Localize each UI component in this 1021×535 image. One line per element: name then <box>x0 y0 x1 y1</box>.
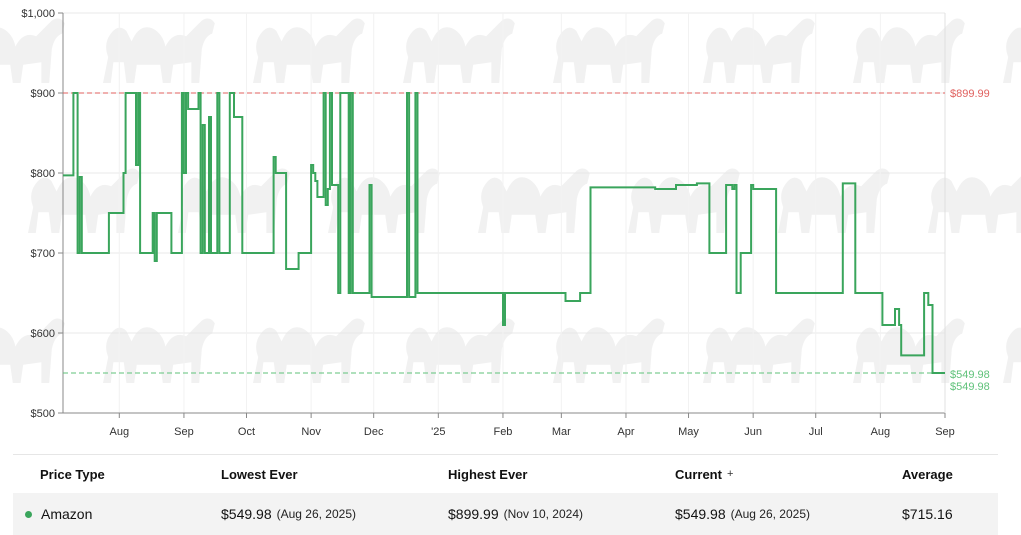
header-current-plus[interactable]: + <box>726 468 734 480</box>
lowest-price-label: $549.98 <box>950 369 990 381</box>
camel-watermark-icon <box>403 18 515 84</box>
header-current[interactable]: Current + <box>675 455 733 493</box>
row-current: $549.98 (Aug 26, 2025) <box>675 493 810 535</box>
lowest-price: $549.98 <box>221 506 272 522</box>
x-axis-ticks: Aug Sep Oct Nov Dec '25 Feb Mar Apr May Jun Jul Aug S… <box>110 413 955 438</box>
highest-price-label: $899.99 <box>950 88 990 100</box>
table-row: Amazon $549.98 (Aug 26, 2025) $899.99 (N… <box>13 493 998 535</box>
lowest-date: (Aug 26, 2025) <box>276 507 356 521</box>
camel-watermark-icon <box>328 168 440 233</box>
camel-watermark-icon <box>0 318 65 383</box>
x-tick-label: Nov <box>301 426 321 438</box>
row-type-label: Amazon <box>41 506 93 522</box>
camel-watermark-icon <box>703 18 815 84</box>
x-tick-label: Jul <box>809 426 823 438</box>
y-tick-label: $1,000 <box>21 8 55 20</box>
camel-watermark-icon <box>0 18 65 83</box>
y-tick-label: $500 <box>31 408 55 420</box>
y-tick-label: $700 <box>31 248 55 260</box>
camel-watermark-icon <box>103 318 215 383</box>
camel-watermark-icon <box>478 168 590 233</box>
x-tick-label: '25 <box>431 426 445 438</box>
camel-watermark-icon <box>927 176 1021 233</box>
x-tick-label: May <box>678 426 699 438</box>
price-series <box>63 92 945 374</box>
x-tick-label: Sep <box>935 426 955 438</box>
reference-lines: $899.99 $549.98$549.98 <box>63 88 990 393</box>
series-line-amazon <box>63 92 945 374</box>
current-date: (Aug 26, 2025) <box>730 507 810 521</box>
camel-watermark <box>0 18 1021 383</box>
x-tick-label: Sep <box>174 426 194 438</box>
camel-watermark-icon <box>553 18 665 84</box>
camel-watermark-icon <box>178 168 290 233</box>
camel-watermark-icon <box>553 318 665 383</box>
camel-watermark-icon <box>253 318 365 383</box>
y-tick-label: $600 <box>31 328 55 340</box>
current-price-label: $549.98 <box>950 381 990 393</box>
table-header: Price Type Lowest Ever Highest Ever Curr… <box>13 455 998 493</box>
camel-watermark-icon <box>703 318 815 383</box>
x-tick-label: Aug <box>110 426 130 438</box>
y-tick-label: $900 <box>31 88 55 100</box>
x-tick-label: Apr <box>617 426 634 438</box>
camel-watermark-icon <box>853 18 965 84</box>
camel-watermark-icon <box>778 168 890 233</box>
x-tick-label: Oct <box>238 426 255 438</box>
row-lowest: $549.98 (Aug 26, 2025) <box>221 493 356 535</box>
header-average: Average <box>902 466 953 482</box>
highest-date: (Nov 10, 2024) <box>503 507 583 521</box>
x-tick-label: Dec <box>364 426 384 438</box>
header-current-label: Current <box>675 466 722 482</box>
row-average: $715.16 <box>902 506 953 522</box>
camel-watermark-icon <box>628 168 740 233</box>
camel-watermark-icon <box>1002 27 1021 83</box>
camel-watermark-icon <box>1002 327 1021 383</box>
camel-watermark-icon <box>253 18 365 84</box>
current-price: $549.98 <box>675 506 726 522</box>
x-tick-label: Feb <box>493 426 512 438</box>
camel-watermark-icon <box>403 318 515 383</box>
chart-axes <box>62 13 946 414</box>
series-color-dot <box>25 510 32 518</box>
camel-watermark-icon <box>103 18 215 84</box>
highest-price: $899.99 <box>448 506 499 522</box>
y-axis-ticks: $500 $600 $700 $800 $900 $1,000 <box>21 8 63 420</box>
camel-watermark-icon <box>853 318 965 383</box>
row-price-type: Amazon <box>25 493 92 535</box>
x-tick-label: Aug <box>871 426 891 438</box>
x-tick-label: Mar <box>552 426 571 438</box>
x-tick-label: Jun <box>744 426 762 438</box>
y-tick-label: $800 <box>31 168 55 180</box>
row-highest: $899.99 (Nov 10, 2024) <box>448 493 583 535</box>
header-lowest-ever: Lowest Ever <box>221 466 298 482</box>
price-history-chart: $500 $600 $700 $800 $900 $1,000 Aug Sep Oct Nov D… <box>0 8 1021 438</box>
camel-watermark-icon <box>28 168 140 233</box>
header-highest-ever: Highest Ever <box>448 466 528 482</box>
header-price-type: Price Type <box>40 466 105 482</box>
price-summary-table: Price Type Lowest Ever Highest Ever Curr… <box>13 454 998 535</box>
